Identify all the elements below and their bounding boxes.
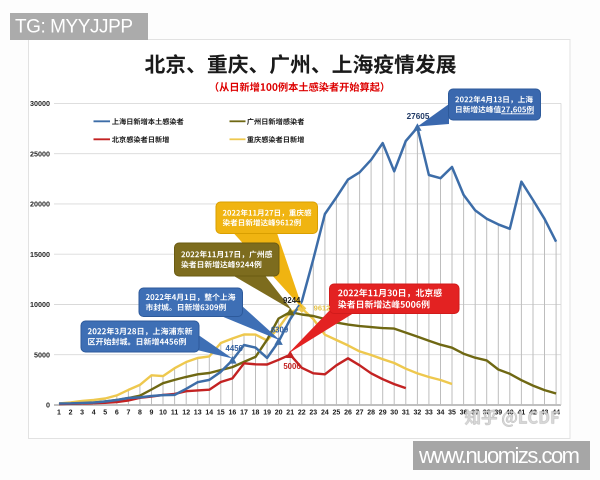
svg-text:19: 19	[263, 410, 271, 417]
svg-text:5: 5	[103, 410, 107, 417]
svg-text:9: 9	[150, 410, 154, 417]
svg-text:23: 23	[309, 410, 317, 417]
svg-text:26: 26	[344, 410, 352, 417]
svg-text:28: 28	[367, 410, 375, 417]
svg-text:22: 22	[298, 410, 306, 417]
svg-text:31: 31	[402, 410, 410, 417]
svg-text:15000: 15000	[30, 250, 50, 259]
svg-text:30000: 30000	[30, 99, 50, 108]
svg-text:13: 13	[194, 410, 202, 417]
svg-text:39: 39	[494, 410, 502, 417]
svg-text:9612: 9612	[314, 304, 331, 313]
svg-text:18: 18	[252, 410, 260, 417]
svg-text:40: 40	[506, 410, 514, 417]
svg-text:27605: 27605	[407, 112, 430, 121]
svg-text:3: 3	[80, 410, 84, 417]
svg-text:32: 32	[414, 410, 422, 417]
svg-text:4: 4	[92, 410, 96, 417]
svg-text:6: 6	[115, 410, 119, 417]
svg-text:17: 17	[240, 410, 248, 417]
svg-text:16: 16	[229, 410, 237, 417]
svg-text:27: 27	[356, 410, 364, 417]
svg-text:20000: 20000	[30, 200, 50, 209]
svg-text:4456: 4456	[226, 344, 244, 353]
svg-text:5000: 5000	[34, 350, 50, 359]
svg-text:0: 0	[46, 401, 50, 410]
svg-text:25000: 25000	[30, 149, 50, 158]
svg-text:8: 8	[138, 410, 142, 417]
svg-text:33: 33	[425, 410, 433, 417]
svg-text:36: 36	[460, 410, 468, 417]
svg-text:30: 30	[390, 410, 398, 417]
svg-text:1: 1	[57, 410, 61, 417]
svg-text:5006: 5006	[283, 362, 301, 371]
svg-text:15: 15	[217, 410, 225, 417]
svg-text:38: 38	[483, 410, 491, 417]
svg-text:10: 10	[159, 410, 167, 417]
svg-text:7: 7	[126, 410, 130, 417]
svg-text:www.nuomizs.com: www.nuomizs.com	[418, 443, 580, 468]
svg-text:35: 35	[448, 410, 456, 417]
svg-text:9244: 9244	[283, 296, 301, 305]
svg-text:14: 14	[205, 410, 213, 417]
svg-text:TG: MYYJJPP: TG: MYYJJPP	[15, 17, 133, 38]
svg-text:21: 21	[286, 410, 294, 417]
svg-text:6309: 6309	[271, 325, 289, 334]
svg-text:29: 29	[379, 410, 387, 417]
svg-text:11: 11	[171, 410, 179, 417]
svg-text:25: 25	[333, 410, 341, 417]
svg-text:20: 20	[275, 410, 283, 417]
svg-text:10000: 10000	[30, 300, 50, 309]
svg-text:2: 2	[69, 410, 73, 417]
svg-text:34: 34	[437, 410, 445, 417]
svg-text:24: 24	[321, 410, 329, 417]
svg-text:12: 12	[182, 410, 190, 417]
